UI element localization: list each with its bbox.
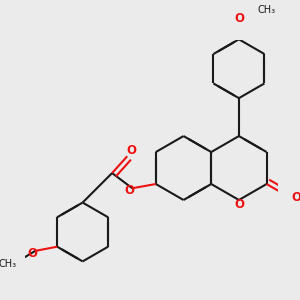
Text: CH₃: CH₃ xyxy=(0,260,16,269)
Text: O: O xyxy=(126,144,136,157)
Text: O: O xyxy=(27,247,37,260)
Text: O: O xyxy=(292,191,300,204)
Text: O: O xyxy=(234,12,244,25)
Text: CH₃: CH₃ xyxy=(258,5,276,15)
Text: O: O xyxy=(234,198,244,211)
Text: O: O xyxy=(124,184,134,197)
